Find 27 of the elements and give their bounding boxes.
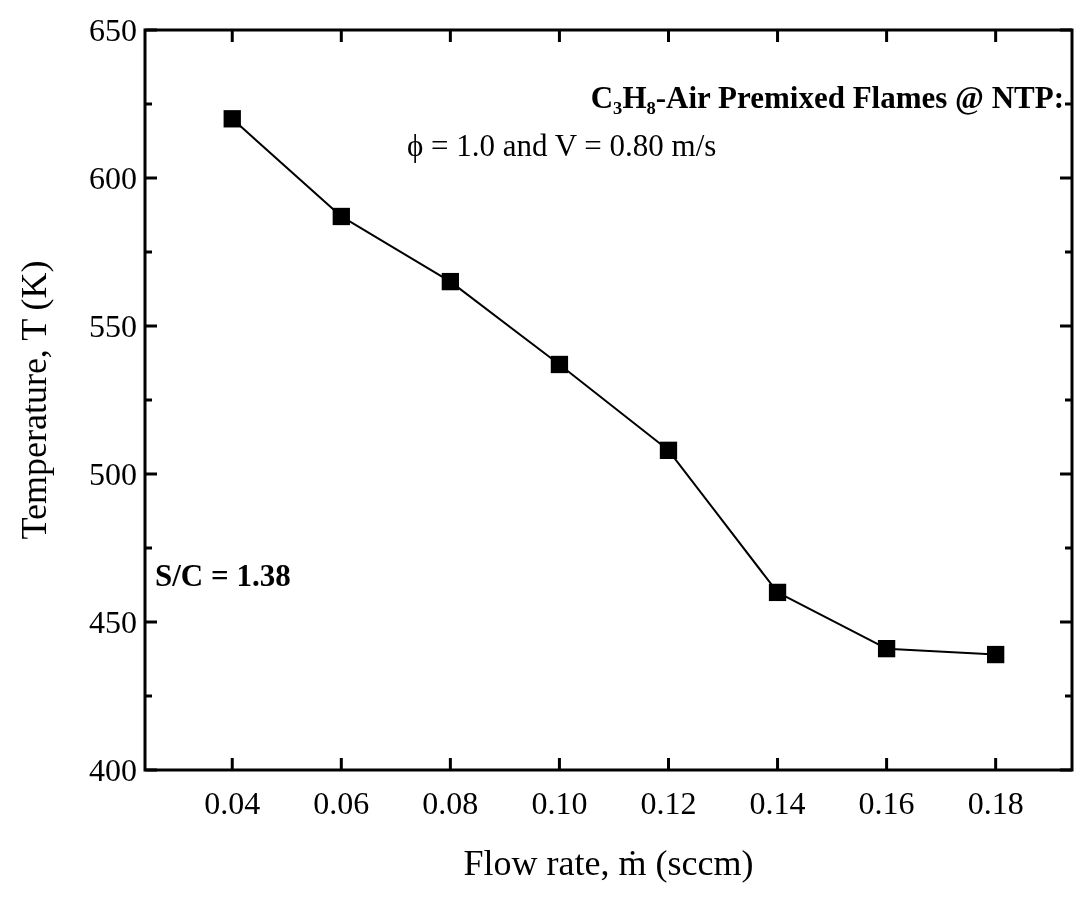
- point: [441, 272, 460, 291]
- annotation: ϕ = 1.0 and V = 0.80 m/s: [407, 128, 717, 163]
- annotation: C₃H₈-Air Premixed Flames @ NTP:: [590, 80, 1064, 115]
- x-tick-label: 0.06: [313, 785, 370, 821]
- x-tick-label: 0.08: [422, 785, 479, 821]
- point: [768, 583, 787, 602]
- point: [332, 207, 350, 226]
- x-tick-label: 0.12: [640, 785, 697, 821]
- point: [659, 441, 678, 459]
- x-axis-title: Flow rate, ṁ (sccm): [463, 843, 754, 883]
- y-tick-label: 550: [89, 308, 137, 345]
- y-tick-label: 650: [89, 12, 137, 49]
- point: [550, 355, 569, 374]
- x-tick-label: 0.18: [967, 785, 1024, 821]
- point: [987, 645, 1005, 664]
- x-tick-label: 0.04: [204, 785, 261, 821]
- point: [223, 110, 241, 128]
- y-tick-label: 500: [89, 456, 137, 493]
- y-axis-title: Temperature, T (K): [14, 260, 54, 540]
- x-tick-label: 0.14: [749, 785, 806, 821]
- x-tick-label: 0.16: [858, 785, 915, 821]
- y-tick-label: 400: [89, 752, 137, 789]
- y-tick-label: 600: [89, 160, 137, 197]
- x-tick-label: 0.10: [531, 785, 588, 821]
- point: [877, 639, 896, 658]
- y-tick-label: 450: [89, 604, 137, 641]
- annotation: S/C = 1.38: [155, 558, 291, 594]
